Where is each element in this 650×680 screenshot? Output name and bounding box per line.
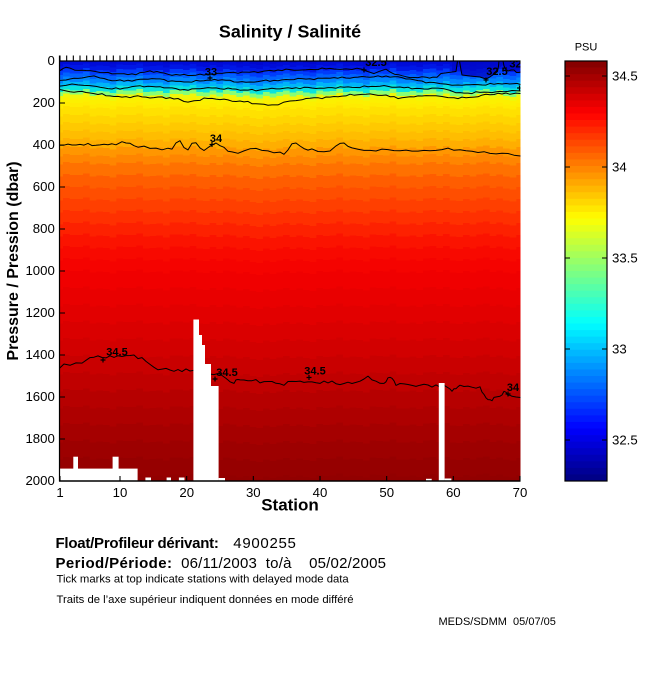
svg-text:34: 34 [210, 133, 223, 145]
svg-text:20: 20 [179, 485, 194, 500]
svg-text:34.5: 34.5 [216, 367, 237, 379]
svg-text:33: 33 [205, 67, 217, 79]
svg-text:50: 50 [379, 485, 394, 500]
svg-text:Station: Station [261, 496, 319, 515]
svg-text:Tick marks at top indicate sta: Tick marks at top indicate stations with… [57, 574, 350, 586]
svg-text:1: 1 [56, 485, 63, 500]
svg-text:MEDS/SDMM 05/07/05: MEDS/SDMM 05/07/05 [439, 616, 556, 628]
svg-text:1200: 1200 [25, 305, 54, 320]
svg-text:10: 10 [113, 485, 128, 500]
svg-text:32.5: 32.5 [612, 433, 638, 448]
svg-text:200: 200 [33, 95, 55, 110]
svg-text:800: 800 [33, 221, 55, 236]
svg-text:40: 40 [313, 485, 328, 500]
svg-text:PSU: PSU [575, 42, 598, 54]
svg-text:70: 70 [513, 485, 528, 500]
svg-text:30: 30 [246, 485, 261, 500]
svg-text:Pressure / Pression (dbar): Pressure / Pression (dbar) [5, 161, 22, 360]
svg-text:32.: 32. [509, 59, 524, 71]
svg-text:Period/Période: 06/11/2003 t: Period/Période: 06/11/2003 to/à 05/02/20… [56, 555, 387, 572]
svg-text:1400: 1400 [25, 347, 54, 362]
svg-text:34.5: 34.5 [612, 69, 638, 84]
svg-text:600: 600 [33, 179, 55, 194]
svg-text:34: 34 [612, 160, 627, 175]
svg-text:1800: 1800 [25, 431, 54, 446]
svg-text:33.5: 33.5 [612, 251, 638, 266]
svg-text:2000: 2000 [25, 473, 54, 488]
svg-text:32.5: 32.5 [365, 57, 386, 69]
svg-text:400: 400 [33, 137, 55, 152]
svg-text:1600: 1600 [25, 389, 54, 404]
svg-text:34: 34 [507, 382, 520, 394]
svg-text:Float/Profileur dérivant: 49: Float/Profileur dérivant: 4900255 [56, 535, 297, 552]
svg-text:0: 0 [47, 53, 54, 68]
svg-text:33: 33 [612, 342, 627, 357]
svg-text:Salinity / Salinité: Salinity / Salinité [219, 22, 361, 42]
svg-text:34.5: 34.5 [304, 366, 325, 378]
svg-text:60: 60 [446, 485, 461, 500]
svg-text:1000: 1000 [25, 263, 54, 278]
svg-text:34.5: 34.5 [106, 347, 127, 359]
svg-text:Traits de l’axe supérieur indi: Traits de l’axe supérieur indiquent donn… [57, 594, 354, 606]
svg-text:32.5: 32.5 [486, 66, 507, 78]
